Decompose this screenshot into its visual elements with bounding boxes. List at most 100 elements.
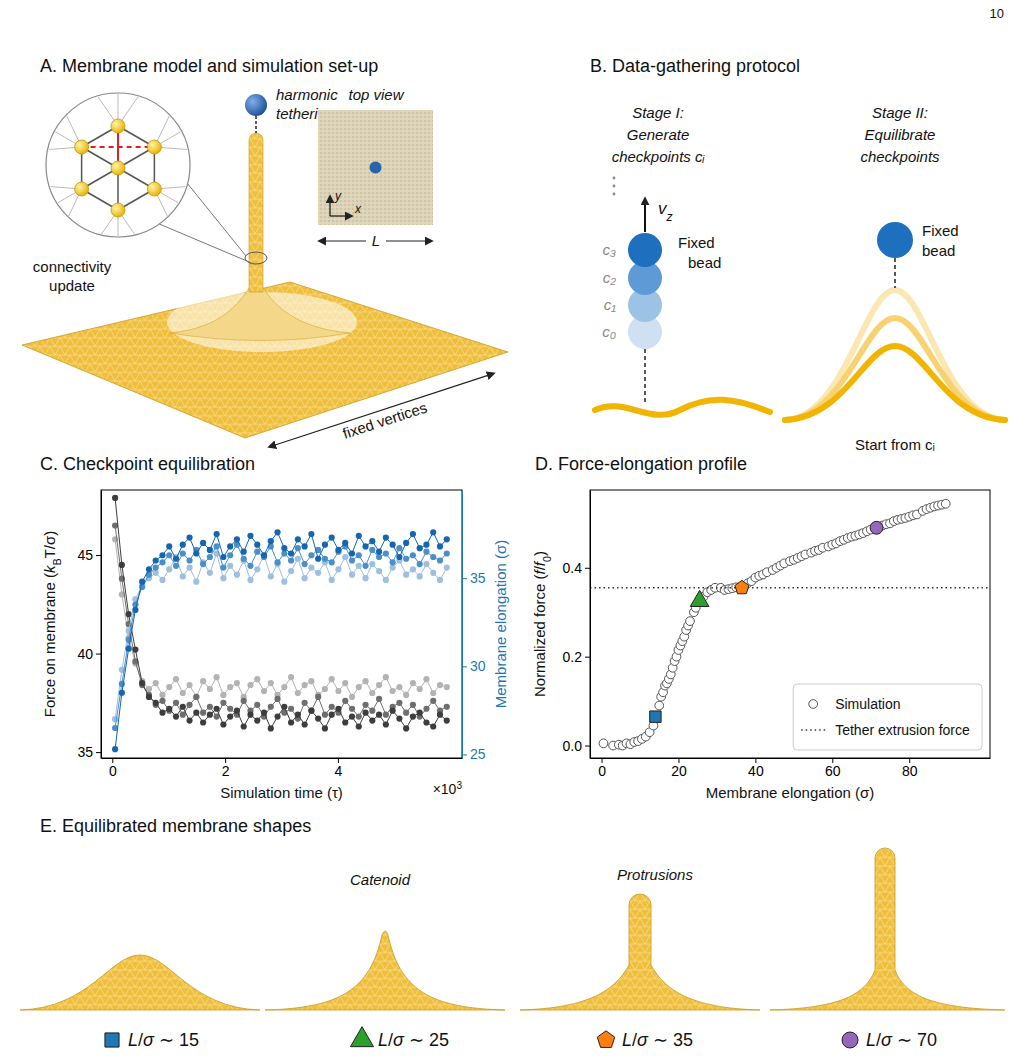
series-point	[200, 561, 206, 567]
series-point	[444, 717, 450, 723]
text-part: z	[666, 210, 673, 224]
series-point	[444, 704, 450, 710]
series-point	[274, 559, 280, 565]
series-point	[423, 676, 429, 682]
text-part: 3	[456, 780, 462, 791]
series-point	[437, 543, 443, 549]
label: Catenoid	[350, 871, 411, 888]
series-point	[274, 696, 280, 702]
plot-frame	[101, 490, 462, 758]
series-point	[153, 564, 159, 570]
panel-title: A. Membrane model and simulation set-up	[40, 56, 378, 76]
tick-label: 45	[77, 547, 93, 563]
series-line	[115, 525, 447, 718]
tick-mark	[96, 752, 101, 753]
tick: 0	[109, 758, 117, 779]
series-point	[200, 540, 206, 546]
legend-box	[793, 684, 982, 750]
shape-label: L/σ ∼ 70	[866, 1030, 937, 1050]
series-point	[173, 563, 179, 569]
series-point	[119, 562, 125, 568]
series-point	[390, 688, 396, 694]
series-point	[241, 723, 247, 729]
membrane-shape	[20, 955, 260, 1010]
tick: 20	[671, 758, 687, 779]
series-point	[180, 573, 186, 579]
series-line	[115, 498, 447, 729]
series-point	[383, 721, 389, 727]
tick-mark	[462, 666, 467, 667]
series-point	[112, 746, 118, 752]
text-part: B	[51, 558, 63, 565]
series-point	[180, 704, 186, 710]
series-point	[288, 568, 294, 574]
text-part: ∼ 15	[154, 1030, 199, 1050]
series-point	[220, 692, 226, 698]
tick-mark	[96, 555, 101, 556]
series-point	[173, 676, 179, 682]
series-point	[220, 700, 226, 706]
shape-label: L/σ ∼ 15	[128, 1030, 199, 1050]
series-point	[335, 566, 341, 572]
series-point	[234, 708, 240, 714]
series-point	[207, 547, 213, 553]
series-point	[166, 552, 172, 558]
tick-mark	[585, 568, 590, 569]
series-point	[308, 708, 314, 714]
axis-line	[590, 491, 591, 759]
axis-line	[101, 491, 102, 759]
series-point	[383, 712, 389, 718]
series-point	[186, 535, 192, 541]
series-point	[220, 554, 226, 560]
series-line	[115, 553, 447, 719]
series-point	[214, 674, 220, 680]
series-point	[376, 712, 382, 718]
series-point	[410, 702, 416, 708]
text-part: Normalized force (	[531, 574, 548, 697]
series-point	[281, 545, 287, 551]
tick-label: 35	[77, 744, 93, 760]
series-point	[207, 704, 213, 710]
tick-label: 60	[825, 763, 841, 779]
series-point	[234, 572, 240, 578]
series-point	[193, 579, 199, 585]
legend-label: Tether extrusion force	[835, 722, 970, 738]
series-point	[430, 529, 436, 535]
series-point	[186, 717, 192, 723]
series-point	[139, 579, 145, 585]
series-point	[410, 566, 416, 572]
label: Generate	[627, 126, 690, 143]
text-part: )	[531, 551, 548, 556]
tick-label: 0.0	[563, 738, 583, 754]
tick-label: 20	[671, 763, 687, 779]
reference-line	[590, 587, 990, 589]
series-point	[241, 556, 247, 562]
series-point	[234, 536, 240, 542]
tick: 0.0	[563, 738, 590, 754]
series-point	[180, 690, 186, 696]
bead-top	[370, 162, 382, 174]
series-point	[437, 577, 443, 583]
tick-mark	[96, 654, 101, 655]
series-point	[403, 725, 409, 731]
label: c₂	[603, 269, 617, 286]
series-point	[329, 704, 335, 710]
series-point	[288, 550, 294, 556]
text-part: ×10	[433, 781, 457, 797]
series-point	[383, 535, 389, 541]
panel-a: A. Membrane model and simulation set-uph…	[22, 56, 508, 447]
vertex	[111, 119, 125, 133]
vertex	[147, 182, 161, 196]
series-point	[376, 696, 382, 702]
label: connectivity	[33, 258, 112, 275]
series-point	[322, 556, 328, 562]
page-number: 10	[990, 6, 1004, 21]
series-point	[173, 714, 179, 720]
series-point	[430, 690, 436, 696]
series-point	[166, 543, 172, 549]
panel-title: C. Checkpoint equilibration	[40, 454, 255, 474]
series-point	[153, 680, 159, 686]
series-point	[686, 617, 695, 626]
series-point	[390, 708, 396, 714]
label: x	[354, 202, 362, 216]
